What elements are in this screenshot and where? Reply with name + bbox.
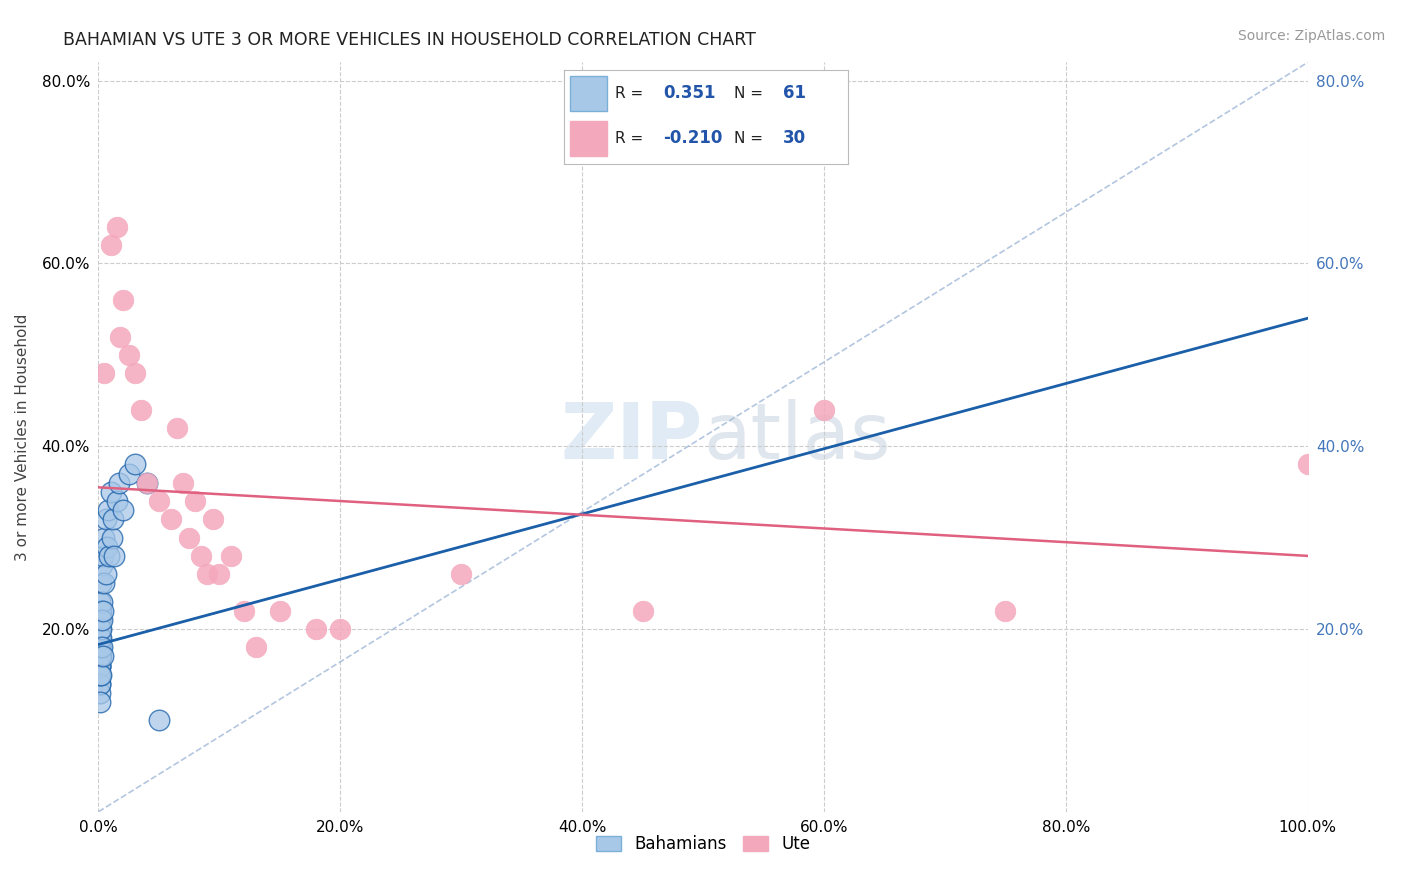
Point [103,549,125,563]
Point [232,604,254,618]
Point [89,604,111,618]
Point [89,667,111,681]
Point [208,567,231,582]
Point [97,503,120,517]
Point [87,640,110,655]
Point [89,658,111,673]
Point [269,604,291,618]
Point [93,531,115,545]
Point [124,458,146,472]
Point [91,640,114,655]
Point [91,594,114,608]
Point [108,475,131,490]
Point [329,622,352,636]
Point [89,658,111,673]
Point [111,503,134,517]
Point [90,631,112,645]
Point [111,293,134,307]
Point [190,549,212,563]
Point [100,531,122,545]
Point [89,667,111,681]
Point [89,613,111,627]
Point [245,640,267,655]
Point [129,402,152,417]
Point [90,576,112,591]
Point [93,366,115,380]
Text: atlas: atlas [703,399,890,475]
Point [89,613,111,627]
Point [179,531,201,545]
Point [89,695,111,709]
Legend: Bahamians, Ute: Bahamians, Ute [589,829,817,860]
Point [94,512,117,526]
Point [89,649,111,664]
Point [90,667,112,681]
Point [90,622,112,636]
Point [90,604,112,618]
Point [118,348,141,362]
Point [89,604,111,618]
Point [89,622,111,636]
Point [195,567,218,582]
Point [450,567,472,582]
Point [91,649,114,664]
Point [105,219,128,234]
Point [89,677,111,691]
Point [108,329,131,343]
Point [89,613,111,627]
Point [89,622,111,636]
Point [96,540,118,554]
Point [89,677,111,691]
Point [118,467,141,481]
Point [89,649,111,664]
Point [90,649,112,664]
Point [221,549,243,563]
Point [166,421,188,435]
Point [89,640,111,655]
Text: Source: ZipAtlas.com: Source: ZipAtlas.com [1237,29,1385,43]
Point [91,549,114,563]
Point [98,549,121,563]
Point [172,475,194,490]
Point [89,640,111,655]
Point [89,631,111,645]
Point [89,686,111,700]
Point [101,512,124,526]
Point [89,594,111,608]
Point [124,366,146,380]
Point [994,604,1017,618]
Point [105,494,128,508]
Point [813,402,835,417]
Point [1296,458,1319,472]
Y-axis label: 3 or more Vehicles in Household: 3 or more Vehicles in Household [15,313,31,561]
Point [89,622,111,636]
Point [135,475,157,490]
Point [631,604,654,618]
Point [91,558,114,572]
Point [93,576,115,591]
Point [305,622,328,636]
Point [202,512,225,526]
Point [89,631,111,645]
Point [100,484,122,499]
Point [135,475,157,490]
Point [160,512,183,526]
Point [89,631,111,645]
Point [94,567,117,582]
Point [89,667,111,681]
Text: ZIP: ZIP [561,399,703,475]
Point [100,238,122,252]
Point [184,494,207,508]
Point [148,714,170,728]
Point [91,613,114,627]
Point [89,640,111,655]
Point [91,604,114,618]
Text: BAHAMIAN VS UTE 3 OR MORE VEHICLES IN HOUSEHOLD CORRELATION CHART: BAHAMIAN VS UTE 3 OR MORE VEHICLES IN HO… [63,31,756,49]
Point [89,658,111,673]
Point [89,649,111,664]
Point [89,622,111,636]
Point [148,494,170,508]
